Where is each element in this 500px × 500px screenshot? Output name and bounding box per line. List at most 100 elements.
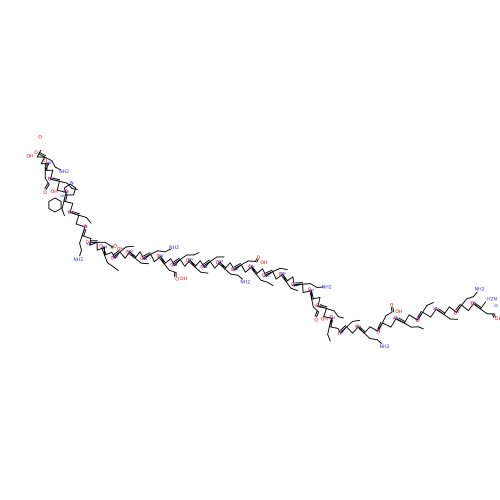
single-bond: [61, 208, 65, 217]
single-bond: [124, 251, 131, 259]
double-bond-second-line: [398, 317, 406, 323]
single-bond: [78, 214, 87, 219]
carbonyl-oxygen: O: [394, 316, 398, 322]
double-bond-second-line: [113, 250, 120, 256]
double-bond-second-line: [252, 267, 258, 274]
single-bond: [337, 327, 342, 334]
single-bond: [448, 306, 457, 313]
single-bond: [134, 257, 142, 264]
carbonyl-oxygen: O: [83, 224, 87, 230]
single-bond: [209, 256, 218, 262]
single-bond: [79, 242, 82, 251]
single-bond: [244, 266, 253, 273]
single-bond: [61, 200, 65, 210]
double-bond: [474, 304, 481, 310]
double-bond: [71, 212, 80, 216]
single-bond: [69, 202, 74, 213]
single-bond: [86, 217, 92, 224]
double-bond: [45, 183, 50, 190]
carbonyl-oxygen: O: [231, 267, 235, 273]
double-bond-second-line: [130, 252, 137, 258]
single-bond: [262, 268, 267, 277]
amide-nh: HN: [471, 301, 477, 305]
single-bond: [106, 262, 114, 268]
single-bond: [290, 287, 299, 292]
single-bond: [58, 180, 68, 184]
double-bond: [254, 258, 258, 262]
single-bond: [422, 304, 428, 313]
single-bond: [66, 182, 73, 189]
double-bond: [358, 328, 365, 334]
carbonyl-oxygen: O: [355, 324, 359, 330]
phenyl-ring: [48, 197, 62, 213]
single-bond: [376, 339, 383, 345]
side-chain-hydroxyl: OH: [321, 316, 328, 322]
double-bond: [101, 248, 105, 256]
single-bond: [333, 310, 339, 318]
amide-nh: HN: [158, 254, 164, 258]
single-bond: [363, 332, 371, 340]
single-bond: [279, 267, 288, 270]
single-bond: [200, 271, 209, 274]
side-chain-oxygen: O: [175, 276, 179, 282]
carbonyl-oxygen: O: [454, 310, 458, 316]
single-bond: [272, 271, 277, 280]
single-bond: [56, 189, 67, 193]
single-bond: [179, 259, 186, 267]
amide-nh: HN: [202, 265, 208, 269]
amide-nh: HN: [218, 260, 224, 264]
carbonyl-oxygen: O: [99, 243, 103, 249]
side-chain-hydroxyl: OH: [117, 247, 124, 253]
carbonyl-oxygen: O: [186, 258, 190, 264]
carbonyl-oxygen: O: [308, 287, 312, 293]
single-bond: [75, 223, 86, 228]
double-bond: [52, 179, 60, 182]
single-bond: [104, 241, 112, 247]
single-bond: [327, 333, 331, 342]
double-bond-second-line: [72, 211, 80, 215]
single-bond: [346, 326, 353, 334]
amide-nh: HN: [82, 224, 88, 228]
single-bond: [417, 326, 424, 330]
double-bond-second-line: [282, 274, 288, 282]
amide-nh: HN: [338, 331, 344, 335]
double-bond-second-line: [83, 229, 87, 237]
single-bond: [89, 238, 92, 246]
carbonyl-oxygen: O: [140, 256, 144, 262]
single-bond: [461, 298, 468, 306]
double-bond: [234, 264, 242, 269]
single-bond: [179, 254, 188, 260]
single-bond: [369, 338, 378, 341]
single-bond: [44, 177, 50, 185]
amide-nh: HN: [46, 161, 52, 165]
single-bond: [385, 311, 393, 317]
amide-nh: HN: [329, 316, 335, 320]
double-bond: [143, 253, 152, 258]
single-bond: [199, 260, 206, 268]
single-bond: [426, 301, 434, 306]
side-chain-hydroxyl: OH: [499, 317, 500, 323]
double-bond-second-line: [52, 177, 61, 181]
single-bond: [381, 322, 392, 328]
double-bond-second-line: [143, 252, 151, 257]
amide-nh: HN: [142, 257, 148, 261]
single-bond: [443, 314, 451, 320]
amide-nh: HN: [356, 324, 362, 328]
single-bond: [193, 252, 200, 256]
double-bond: [129, 253, 136, 259]
single-bond: [285, 281, 292, 289]
carbonyl-oxygen: O: [279, 271, 283, 277]
single-bond: [247, 260, 256, 262]
single-bond: [352, 326, 359, 334]
carbonyl-oxygen: O: [262, 273, 266, 279]
single-bond: [119, 246, 127, 253]
single-bond: [479, 308, 488, 315]
double-bond-second-line: [173, 257, 180, 263]
amide-nh: HN: [172, 263, 178, 267]
double-bond: [456, 304, 463, 312]
double-bond: [418, 311, 424, 319]
carbonyl-oxygen: O: [64, 189, 68, 195]
double-bond: [378, 322, 383, 330]
amide-nh: HN: [309, 288, 315, 292]
